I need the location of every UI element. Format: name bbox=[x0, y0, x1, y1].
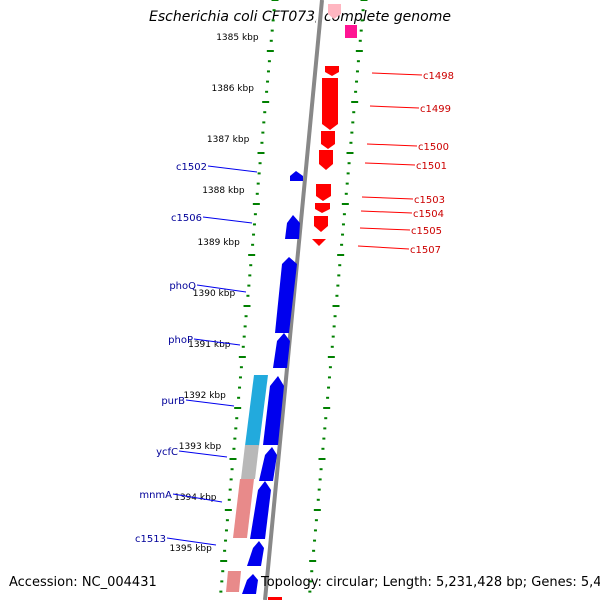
gene-feature[interactable] bbox=[319, 150, 333, 170]
scale-label: 1393 kbp bbox=[179, 442, 222, 452]
gene-feature[interactable] bbox=[247, 541, 264, 566]
gene-label[interactable]: c1499 bbox=[420, 104, 451, 115]
scale-label: 1386 kbp bbox=[212, 84, 255, 94]
label-leader-line bbox=[359, 227, 411, 231]
gene-feature[interactable] bbox=[233, 479, 254, 538]
gene-feature[interactable] bbox=[245, 375, 268, 446]
forward-strand-genes bbox=[268, 4, 357, 600]
label-leader-line bbox=[361, 196, 414, 200]
gene-label[interactable]: c1502 bbox=[176, 162, 207, 173]
gene-feature[interactable] bbox=[268, 597, 282, 600]
label-leader-line bbox=[202, 216, 253, 224]
reverse-strand-genes bbox=[226, 171, 303, 594]
gene-label[interactable]: c1513 bbox=[135, 534, 166, 545]
label-leader-line bbox=[193, 338, 241, 346]
gene-label[interactable]: c1503 bbox=[414, 195, 445, 206]
label-leader-line bbox=[185, 399, 235, 407]
tick-marks bbox=[219, 0, 368, 593]
gene-feature[interactable] bbox=[285, 215, 300, 239]
label-leader-line bbox=[360, 210, 413, 214]
label-leader-line bbox=[172, 493, 223, 503]
gene-feature[interactable] bbox=[316, 184, 331, 201]
scale-label: 1385 kbp bbox=[216, 33, 259, 43]
gene-label[interactable]: c1501 bbox=[416, 161, 447, 172]
gene-label[interactable]: c1504 bbox=[413, 209, 444, 220]
label-leader-line bbox=[166, 537, 217, 546]
label-leader-line bbox=[207, 165, 258, 173]
label-leader-line bbox=[371, 72, 423, 76]
label-leader-line bbox=[364, 162, 416, 166]
scale-label: 1390 kbp bbox=[193, 289, 236, 299]
gene-label[interactable]: phoP bbox=[168, 335, 193, 346]
gene-feature[interactable] bbox=[275, 257, 297, 333]
gene-label[interactable]: ycfC bbox=[156, 447, 178, 458]
gene-label[interactable]: c1506 bbox=[171, 213, 202, 224]
gene-feature[interactable] bbox=[322, 78, 338, 130]
gene-feature[interactable] bbox=[241, 445, 259, 479]
gene-feature[interactable] bbox=[273, 333, 290, 368]
label-leader-line bbox=[196, 284, 247, 293]
label-leader-line bbox=[357, 245, 410, 250]
scale-label: 1392 kbp bbox=[183, 391, 226, 401]
label-leader-line bbox=[366, 143, 418, 147]
gene-label[interactable]: purB bbox=[161, 396, 185, 407]
gene-feature[interactable] bbox=[259, 447, 277, 481]
gene-label[interactable]: mnmA bbox=[139, 490, 172, 501]
gene-label[interactable]: c1505 bbox=[411, 226, 442, 237]
gene-feature[interactable] bbox=[345, 25, 357, 38]
gene-feature[interactable] bbox=[290, 171, 303, 181]
gene-feature[interactable] bbox=[328, 4, 341, 19]
label-leader-line bbox=[369, 105, 420, 109]
gene-feature[interactable] bbox=[325, 66, 339, 76]
gene-feature[interactable] bbox=[226, 571, 241, 592]
gene-label[interactable]: c1498 bbox=[423, 71, 454, 82]
gene-feature[interactable] bbox=[321, 131, 335, 149]
accession-label: Accession: NC_004431 bbox=[9, 575, 157, 590]
label-leader-line bbox=[178, 450, 228, 458]
scale-label: 1395 kbp bbox=[169, 544, 212, 554]
gene-label[interactable]: c1507 bbox=[410, 245, 441, 256]
gene-feature[interactable] bbox=[263, 376, 284, 445]
gene-feature[interactable] bbox=[314, 216, 328, 232]
gene-label[interactable]: phoQ bbox=[169, 281, 196, 292]
gene-labels: 1385 kbp 1386 kbp 1387 kbp 1388 kbp 1389 kbp… bbox=[135, 33, 454, 554]
gene-feature[interactable] bbox=[250, 481, 271, 539]
genome-backbone bbox=[261, 0, 326, 600]
gene-label[interactable]: c1500 bbox=[418, 142, 449, 153]
scale-label: 1389 kbp bbox=[197, 238, 240, 248]
gene-feature[interactable] bbox=[315, 203, 330, 213]
gene-feature[interactable] bbox=[242, 574, 258, 594]
page-title: Escherichia coli CFT073, complete genome bbox=[149, 9, 451, 25]
scale-label: 1391 kbp bbox=[188, 340, 231, 350]
genome-stats: Topology: circular; Length: 5,231,428 bp… bbox=[261, 575, 600, 590]
gene-feature[interactable] bbox=[312, 239, 326, 246]
scale-label: 1387 kbp bbox=[207, 135, 250, 145]
scale-label: 1388 kbp bbox=[202, 186, 245, 196]
